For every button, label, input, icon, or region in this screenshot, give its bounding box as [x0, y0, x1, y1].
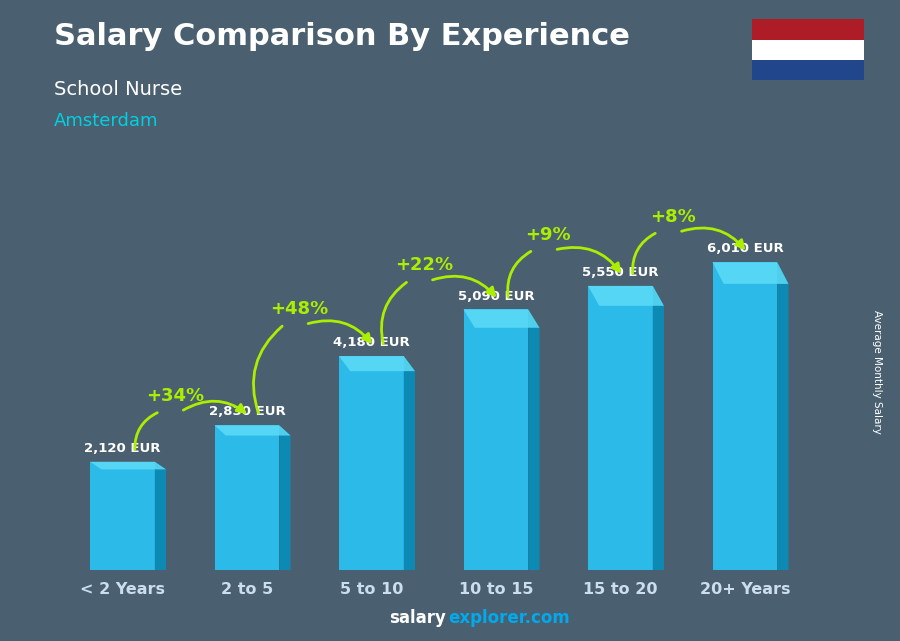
- Polygon shape: [339, 356, 415, 371]
- Polygon shape: [90, 462, 166, 469]
- Polygon shape: [214, 426, 291, 435]
- Text: 6,010 EUR: 6,010 EUR: [706, 242, 783, 255]
- Text: School Nurse: School Nurse: [54, 80, 182, 99]
- Text: 2,830 EUR: 2,830 EUR: [209, 406, 285, 419]
- Polygon shape: [778, 262, 788, 570]
- FancyBboxPatch shape: [588, 286, 652, 570]
- Bar: [752, 40, 864, 60]
- Text: +9%: +9%: [526, 226, 571, 244]
- Polygon shape: [279, 426, 291, 570]
- Polygon shape: [404, 356, 415, 570]
- Text: Average Monthly Salary: Average Monthly Salary: [872, 310, 883, 434]
- Text: 5,550 EUR: 5,550 EUR: [582, 266, 659, 279]
- Text: 5,090 EUR: 5,090 EUR: [457, 290, 535, 303]
- Text: +8%: +8%: [650, 208, 696, 226]
- FancyBboxPatch shape: [339, 356, 404, 570]
- Text: explorer.com: explorer.com: [448, 609, 570, 627]
- FancyBboxPatch shape: [713, 262, 778, 570]
- Text: 2,120 EUR: 2,120 EUR: [85, 442, 161, 455]
- Bar: [752, 60, 864, 80]
- Text: Salary Comparison By Experience: Salary Comparison By Experience: [54, 22, 630, 51]
- Polygon shape: [713, 262, 788, 284]
- FancyBboxPatch shape: [464, 310, 528, 570]
- Polygon shape: [155, 462, 166, 570]
- Text: Amsterdam: Amsterdam: [54, 112, 158, 130]
- Polygon shape: [528, 310, 539, 570]
- Bar: [752, 19, 864, 40]
- Polygon shape: [652, 286, 664, 570]
- FancyBboxPatch shape: [214, 426, 279, 570]
- Text: salary: salary: [389, 609, 446, 627]
- FancyBboxPatch shape: [90, 462, 155, 570]
- Polygon shape: [464, 310, 539, 328]
- Text: +22%: +22%: [395, 256, 453, 274]
- Text: +34%: +34%: [146, 387, 203, 405]
- Text: 4,180 EUR: 4,180 EUR: [333, 337, 410, 349]
- Text: +48%: +48%: [270, 300, 328, 318]
- Polygon shape: [588, 286, 664, 306]
